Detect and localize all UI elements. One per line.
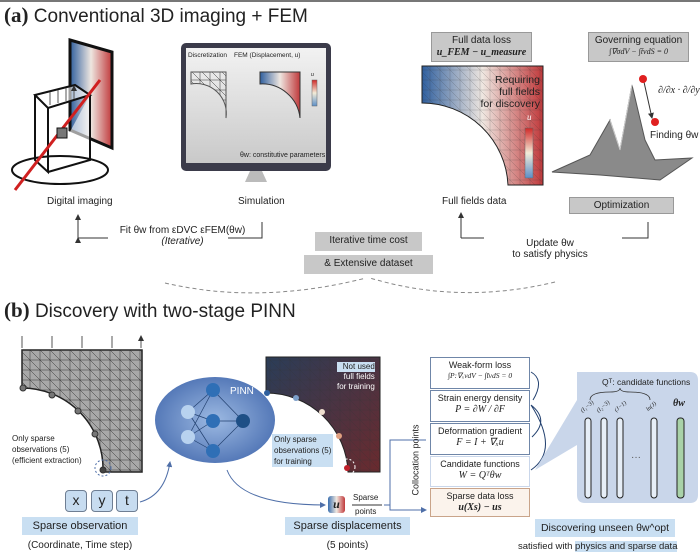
panel-b-label: (b) xyxy=(4,298,30,322)
digital-imaging-label: Digital imaging xyxy=(47,196,113,207)
pinn-label: PINN xyxy=(230,386,254,397)
sparse-points-label: Sparse points xyxy=(353,491,378,519)
deformation-gradient-box: Deformation gradient F = I + ∇ₓu xyxy=(430,423,530,455)
full-fields-label: Full fields data xyxy=(442,196,507,207)
weak-form-loss-box: Weak-form loss ∫P:∇ₓvdV − ∫t̄vdS = 0 xyxy=(430,357,530,389)
panel-b-title: (b) Discovery with two-stage PINN xyxy=(4,298,296,323)
ellipsis: ··· xyxy=(631,452,641,463)
input-y: y xyxy=(91,490,113,512)
end-point xyxy=(651,118,659,126)
sparse-note-line: observations (5) xyxy=(12,445,70,454)
digital-imaging-illustration xyxy=(11,38,114,191)
monitor-params-label: θw: constitutive parameters xyxy=(240,152,326,159)
sparse-observation-sub: (Coordinate, Time step) xyxy=(27,540,133,551)
update-line: Update θw xyxy=(526,238,574,249)
strain-energy-box: Strain energy density P = ∂W / ∂F xyxy=(430,390,530,422)
sparse-data-loss-box: Sparse data loss u(Xs) − us xyxy=(430,488,530,517)
satisfied-prefix: satisfied with xyxy=(518,541,576,552)
training-note-line: for training xyxy=(274,457,312,466)
not-used-note: Not used full fields for training xyxy=(337,362,375,392)
extensive-dataset-box: & Extensive dataset xyxy=(304,255,433,274)
field-note: Requiring full fields for discovery xyxy=(480,74,540,110)
not-used-line: full fields xyxy=(343,372,375,381)
update-line: to satisfy physics xyxy=(512,249,588,260)
box-equation: ∫P:∇ₓvdV − ∫t̄vdS = 0 xyxy=(447,371,513,381)
pinn-network xyxy=(155,377,275,463)
governing-equation: ∫∇σdV − ∫t̄vdS = 0 xyxy=(609,47,668,56)
monitor-discretization-label: Discretization xyxy=(188,52,228,59)
input-x: x xyxy=(65,490,87,512)
fit-sub: (Iterative) xyxy=(161,236,204,247)
field-note-line: full fields xyxy=(499,86,540,98)
training-note-line: observations (5) xyxy=(274,446,332,455)
start-point xyxy=(639,75,647,83)
monitor-fem-label: FEM (Displacement, u) xyxy=(234,52,301,59)
simulation-label: Simulation xyxy=(238,196,285,207)
full-data-loss-equation: u_FEM − u_measure xyxy=(436,47,527,58)
full-field-plot xyxy=(421,65,544,186)
satisfied-text: satisfied with physics and sparse data xyxy=(518,541,678,552)
panel-b-title-text: Discovery with two-stage PINN xyxy=(34,301,296,322)
fit-text-line: Fit θw from εDVC εFEM(θw) xyxy=(119,225,246,236)
box-title: Sparse data loss xyxy=(446,491,514,501)
candidate-panel xyxy=(535,372,698,503)
sparse-observation-bar: Sparse observation xyxy=(22,517,138,535)
sparse-displacements-bar: Sparse displacements xyxy=(285,517,410,535)
governing-title: Governing equation xyxy=(594,35,683,46)
box-title: Strain energy density xyxy=(437,393,523,403)
sparse-note: Only sparse observations (5) (efficient ex… xyxy=(12,433,82,466)
fit-text: Fit θw from εDVC εFEM(θw) (Iterative) xyxy=(100,225,265,247)
update-text: Update θw to satisfy physics xyxy=(500,238,600,260)
u-field-icon: u xyxy=(328,496,345,513)
governing-equation-box: Governing equation ∫∇σdV − ∫t̄vdS = 0 xyxy=(588,32,689,62)
sparse-mesh xyxy=(19,336,142,477)
panel-a-label: (a) xyxy=(4,3,29,27)
sparse-note-line: (efficient extraction) xyxy=(12,456,82,465)
dashed-feedback-arrows xyxy=(164,277,556,294)
full-field-unused xyxy=(264,356,381,476)
full-data-loss-box: Full data loss u_FEM − u_measure xyxy=(431,32,532,62)
panel-a-title: (a) Conventional 3D imaging + FEM xyxy=(4,3,308,28)
sparse-note-line: Only sparse xyxy=(12,434,55,443)
panel-a-title-text: Conventional 3D imaging + FEM xyxy=(33,6,308,27)
training-note: Only sparse observations (5) for training xyxy=(272,434,334,467)
sparse-points-line: points xyxy=(355,507,377,516)
field-colorbar-label: u xyxy=(527,112,532,122)
field-note-line: for discovery xyxy=(480,98,540,110)
theta-label: θw xyxy=(673,398,685,409)
box-equation: W = Qᵀθw xyxy=(458,470,502,482)
monitor-illustration xyxy=(181,43,331,182)
not-used-line: for training xyxy=(337,382,375,391)
input-t: t xyxy=(116,490,138,512)
not-used-line: Not used xyxy=(337,362,375,372)
gradient-label: ∂/∂x · ∂/∂y xyxy=(658,85,700,96)
collocation-points-label: Collocation points xyxy=(410,424,421,496)
discovering-bar: Discovering unseen θw^opt xyxy=(535,519,675,537)
box-equation: u(Xs) − us xyxy=(458,502,502,514)
box-title: Candidate functions xyxy=(440,459,520,469)
field-note-line: Requiring xyxy=(495,74,540,86)
sparse-points-line: Sparse xyxy=(353,493,379,502)
box-equation: P = ∂W / ∂F xyxy=(455,404,505,416)
candidate-title: Qᵀ: candidate functions xyxy=(602,377,691,387)
sparse-displacements-sub: (5 points) xyxy=(326,540,369,551)
candidate-functions-box: Candidate functions W = Qᵀθw xyxy=(430,456,530,487)
loss-surface xyxy=(551,75,694,181)
colorbar xyxy=(524,127,534,179)
box-equation: F = I + ∇ₓu xyxy=(456,437,504,449)
optimization-box: Optimization xyxy=(569,197,674,214)
box-title: Weak-form loss xyxy=(448,360,512,370)
box-title: Deformation gradient xyxy=(437,426,523,436)
iterative-cost-box: Iterative time cost xyxy=(315,232,422,251)
training-note-line: Only sparse xyxy=(274,435,317,444)
full-data-loss-title: Full data loss xyxy=(452,35,511,46)
finding-theta-label: Finding θw xyxy=(650,130,699,141)
monitor-colorbar-label: u xyxy=(311,72,314,78)
satisfied-highlight: physics and sparse data xyxy=(575,541,678,552)
